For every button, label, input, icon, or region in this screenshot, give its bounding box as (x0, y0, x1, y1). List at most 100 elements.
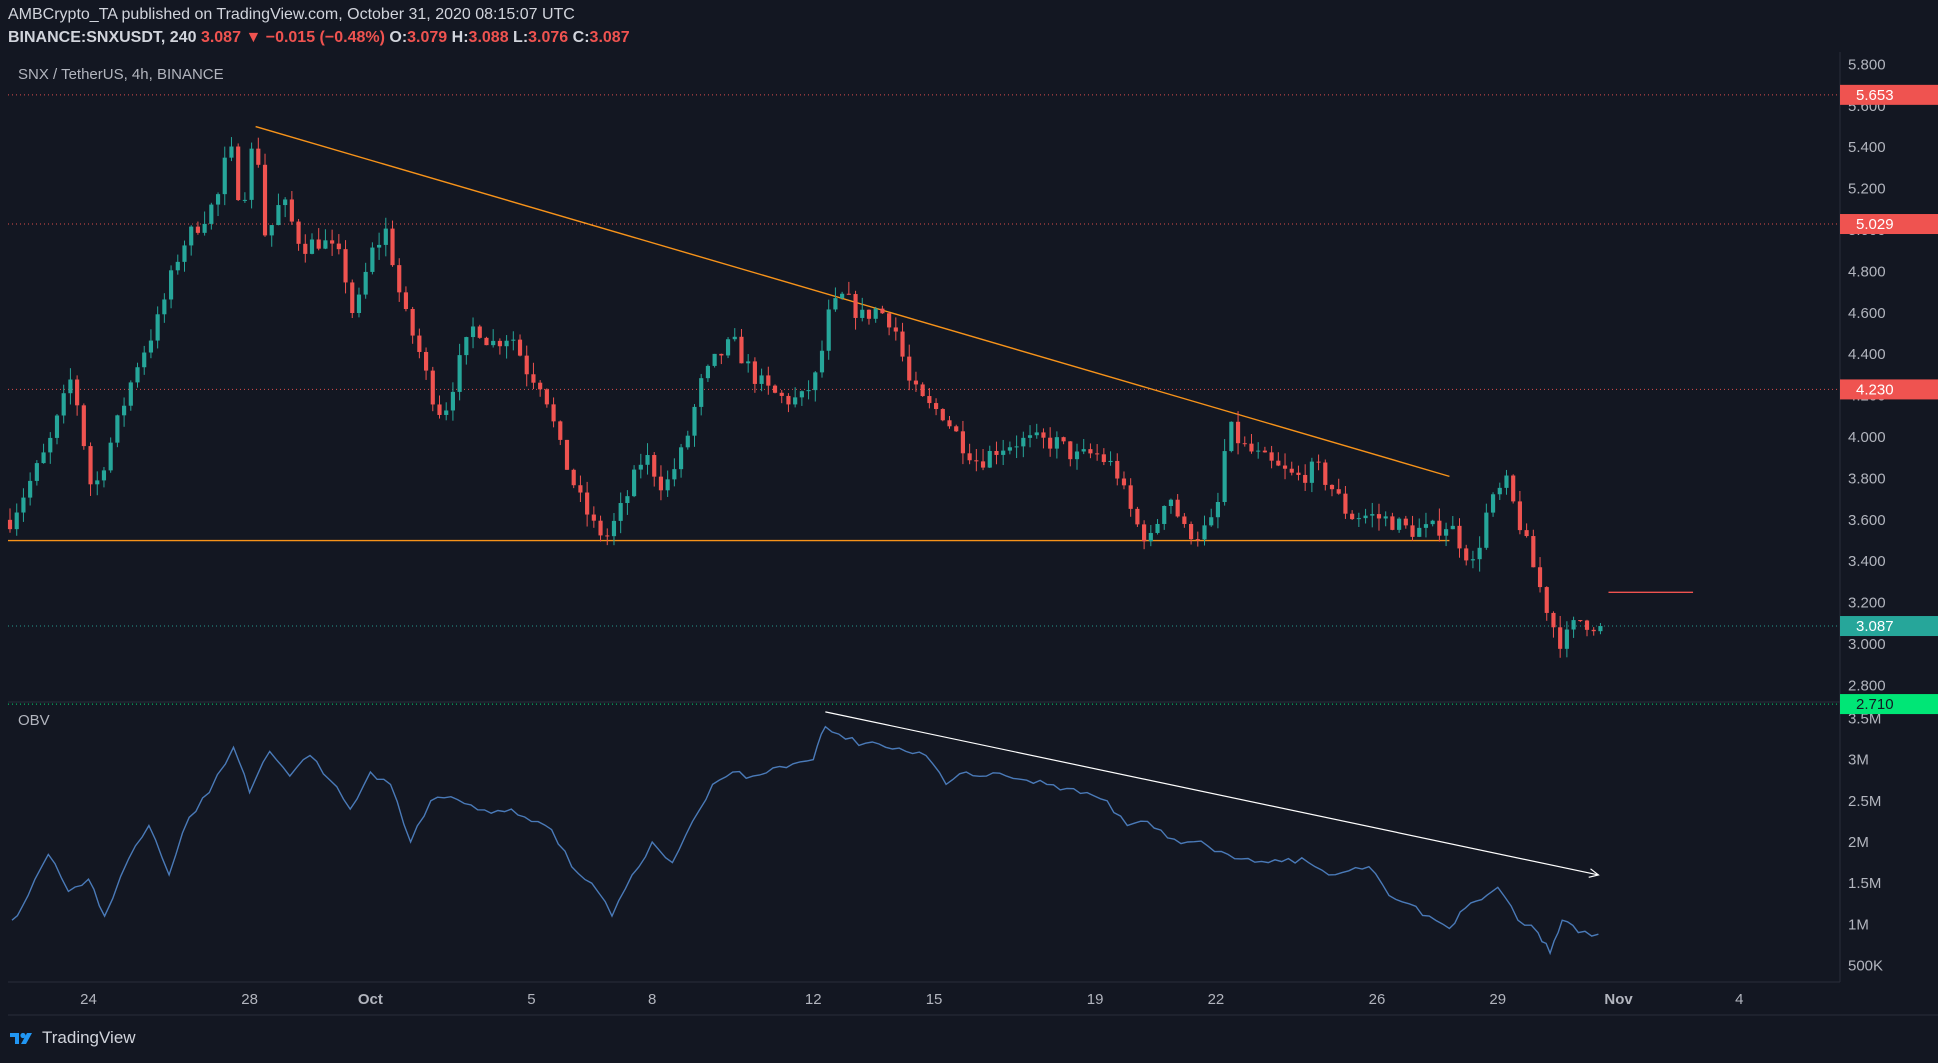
candle-body (1074, 451, 1080, 460)
candle-body (739, 336, 744, 364)
candle-body (732, 336, 737, 340)
candle-body (1115, 460, 1120, 479)
obv-tick-label: 3.5M (1848, 710, 1881, 727)
candle-body (544, 389, 549, 405)
candle-body (390, 228, 395, 266)
candle-body (1054, 437, 1059, 449)
candle-body (1598, 626, 1603, 632)
price-level-value: 5.653 (1856, 87, 1894, 104)
candle-body (363, 271, 368, 295)
candle-body (725, 339, 731, 356)
candle-body (860, 309, 865, 318)
candle-body (1021, 437, 1026, 447)
candle-body (28, 480, 33, 498)
candle-body (1014, 446, 1019, 448)
candle-body (34, 463, 39, 481)
candle-body (477, 326, 482, 338)
obv-line[interactable] (11, 725, 1599, 956)
candle-body (994, 450, 999, 455)
candle-body (1329, 484, 1335, 490)
candle-body (61, 393, 66, 416)
candle-body (262, 164, 268, 236)
high-label: H: (451, 29, 469, 46)
candle-body (1061, 437, 1066, 442)
candle-body (571, 469, 576, 486)
price-level-badge (1840, 84, 1938, 105)
candle-body (927, 396, 932, 404)
candle-body (517, 339, 523, 356)
candle-body (484, 337, 489, 346)
candle-body (632, 469, 637, 497)
candle-body (1477, 547, 1482, 560)
candle-body (457, 355, 462, 392)
candle-body (1309, 461, 1314, 483)
tradingview-brand[interactable]: TradingView (42, 1028, 136, 1047)
candle-body (215, 194, 221, 205)
candle-body (987, 450, 992, 468)
candle-body (48, 437, 53, 453)
obv-group (11, 711, 1600, 956)
candle-body (1041, 432, 1046, 438)
candle-body (356, 294, 362, 313)
candle-body (752, 361, 757, 384)
candle-body (1007, 447, 1012, 451)
candle-body (1242, 443, 1247, 445)
candle-body (1531, 536, 1536, 568)
candle-body (531, 374, 536, 383)
trendline[interactable] (255, 125, 1450, 478)
candle-body (175, 261, 180, 271)
candle-body (1142, 524, 1147, 542)
time-tick-label: Oct (358, 991, 383, 1008)
price-level-badge (1840, 214, 1938, 235)
candle-body (1189, 524, 1194, 540)
price-labels: 5.653 5.029 4.230 3.087 2.710 (1840, 84, 1938, 715)
candle-body (1209, 517, 1214, 526)
candle-body (68, 379, 73, 394)
candle-body (920, 384, 925, 397)
candle-body (1175, 499, 1180, 517)
candle-body (1410, 525, 1415, 537)
candle-body (370, 247, 375, 272)
time-tick-label: 29 (1489, 991, 1506, 1008)
price-level-badge (1840, 379, 1938, 400)
candle-body (430, 370, 435, 405)
candle-body (766, 375, 771, 386)
obv-pane-title: OBV (18, 712, 50, 729)
trendlines (8, 125, 1694, 593)
candle-body (933, 403, 939, 410)
candle-body (940, 409, 945, 421)
candle-body (1229, 421, 1234, 452)
candle-body (511, 339, 516, 341)
candle-body (692, 406, 697, 436)
candle-body (470, 326, 476, 338)
close-label: C: (572, 29, 590, 46)
candle-body (1101, 454, 1106, 463)
candle-body (786, 395, 791, 405)
candle-body (423, 351, 429, 371)
candle-body (974, 460, 979, 462)
obv-trendline[interactable] (825, 711, 1599, 876)
candle-body (699, 378, 704, 407)
price-tick-label: 4.000 (1848, 429, 1886, 446)
candle-body (1591, 629, 1596, 632)
candle-body (1517, 501, 1522, 531)
candle-body (1417, 527, 1422, 537)
candle-body (444, 410, 449, 415)
candle-body (524, 355, 529, 375)
price-tick-label: 4.800 (1848, 263, 1886, 280)
candle-body (954, 426, 959, 432)
obv-tick-label: 3M (1848, 752, 1869, 769)
price-tick-label: 5.800 (1848, 56, 1886, 73)
candle-body (900, 331, 905, 357)
candle-body (1135, 508, 1140, 525)
candle-body (1544, 587, 1549, 613)
time-tick-label: 19 (1087, 991, 1104, 1008)
candle-body (1578, 620, 1583, 622)
candle-body (585, 492, 590, 515)
candle-body (195, 226, 200, 233)
candle-body (551, 404, 556, 422)
candle-body (1296, 472, 1301, 475)
candle-body (846, 293, 851, 295)
close-value: 3.087 (589, 29, 630, 46)
